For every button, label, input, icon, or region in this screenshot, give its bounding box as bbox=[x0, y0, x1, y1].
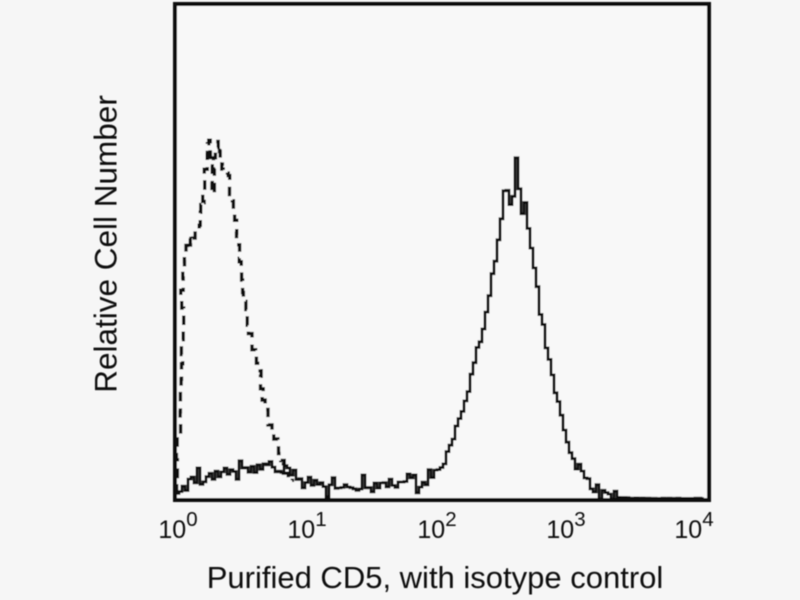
svg-text:Relative Cell Number: Relative Cell Number bbox=[88, 95, 124, 393]
svg-text:Purified CD5, with isotype con: Purified CD5, with isotype control bbox=[207, 560, 664, 595]
